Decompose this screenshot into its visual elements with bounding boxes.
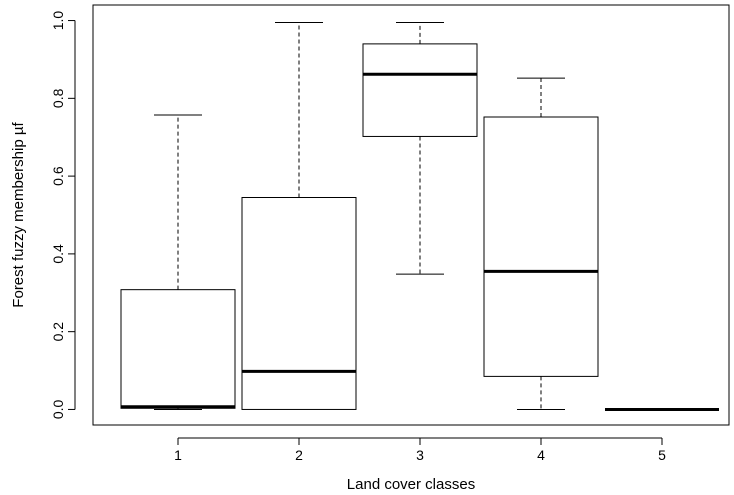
y-tick-label-4: 0.8: [50, 88, 66, 108]
box-rect-3: [362, 43, 478, 137]
x-tick-label-2: 2: [295, 447, 303, 463]
box-4: [483, 77, 599, 410]
box-rect-4: [483, 116, 599, 377]
box-1: [120, 114, 236, 410]
x-axis: 1 2 3 4 5: [174, 437, 666, 463]
x-tick-label-4: 4: [537, 447, 545, 463]
y-tick-label-5: 1.0: [50, 11, 66, 31]
y-axis-label: Forest fuzzy membership µf: [10, 121, 27, 307]
x-axis-label: Land cover classes: [347, 476, 475, 493]
x-tick-label-5: 5: [658, 447, 666, 463]
box-rect-2: [241, 197, 357, 410]
y-axis: 0.0 0.2 0.4 0.6 0.8 1.0: [50, 11, 76, 420]
box-3: [362, 22, 478, 275]
x-tick-label-1: 1: [174, 447, 182, 463]
x-tick-label-3: 3: [416, 447, 424, 463]
y-tick-label-2: 0.4: [50, 244, 66, 264]
boxes-layer: [120, 22, 719, 411]
y-tick-label-1: 0.2: [50, 322, 66, 342]
box-2: [241, 22, 357, 410]
plot-frame: [92, 4, 730, 426]
box-rect-1: [120, 289, 236, 409]
y-tick-label-0: 0.0: [50, 400, 66, 420]
y-tick-label-3: 0.6: [50, 166, 66, 186]
